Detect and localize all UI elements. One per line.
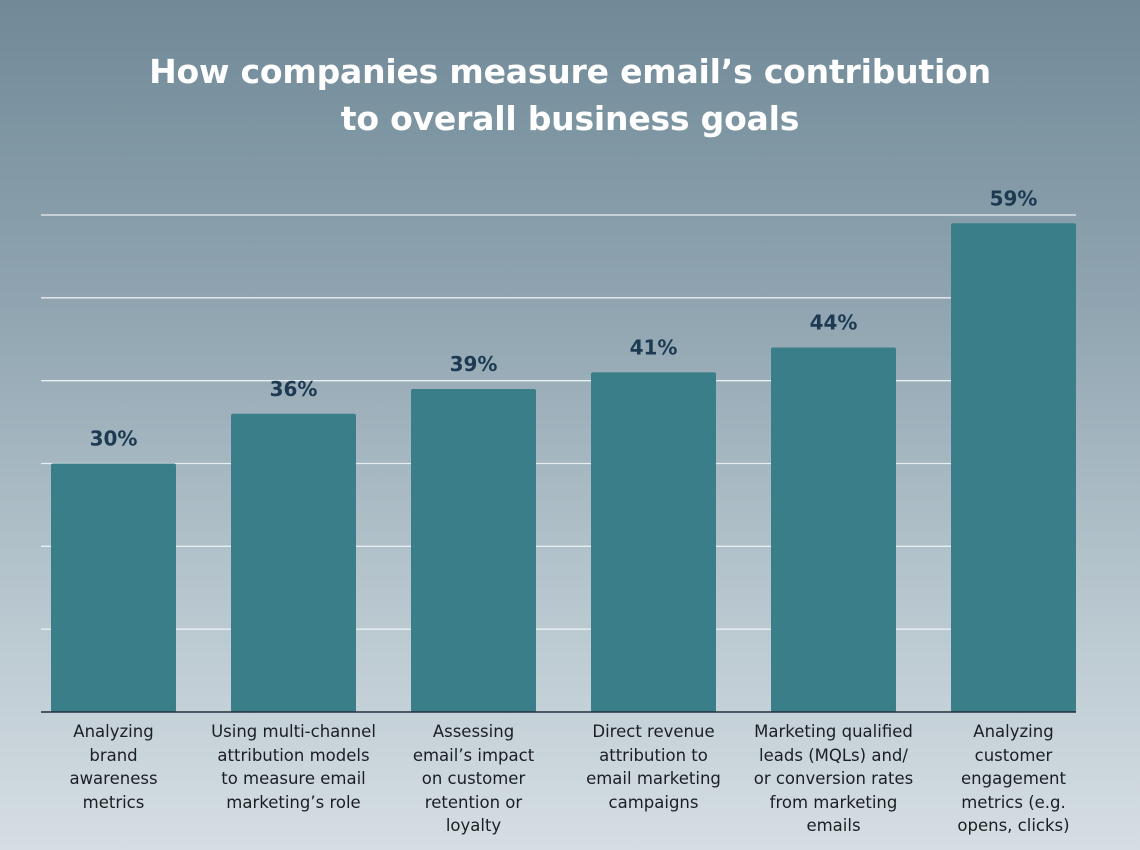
- bar-5: [951, 223, 1076, 713]
- category-label-4-line-0: Marketing qualified: [754, 722, 913, 741]
- bar-1: [231, 413, 356, 712]
- category-label-5-line-4: opens, clicks): [957, 816, 1070, 835]
- category-label-1-line-3: marketing’s role: [226, 792, 361, 812]
- category-label-5-line-2: engagement: [961, 769, 1066, 788]
- gridlines: [41, 214, 1076, 630]
- category-label-5: Analyzing customer engagement metrics (e.g.…: [926, 720, 1102, 838]
- bar-0: [51, 463, 176, 712]
- value-label-4: 44%: [810, 311, 858, 335]
- category-label-5-line-1: customer: [974, 745, 1053, 765]
- category-label-3-line-3: campaigns: [608, 792, 699, 812]
- category-label-0-line-2: awareness: [69, 769, 158, 788]
- value-label-3: 41%: [630, 335, 678, 359]
- category-label-0: Analyzing brand awareness metrics: [26, 720, 202, 814]
- category-label-5-line-3: metrics (e.g.: [961, 792, 1066, 812]
- category-label-4: Marketing qualified leads (MQLs) and/or c…: [746, 720, 922, 838]
- category-label-0-line-0: Analyzing: [73, 722, 154, 741]
- category-label-2: Assessing email’s impact on customer retent…: [386, 720, 562, 838]
- category-label-3: Direct revenue attribution to email market…: [566, 720, 742, 814]
- category-label-3-line-1: attribution to: [599, 745, 708, 765]
- bar-4: [771, 347, 896, 712]
- category-label-0-line-1: brand: [89, 745, 138, 765]
- category-label-3-line-0: Direct revenue: [592, 722, 715, 741]
- category-label-2-line-2: on customer: [421, 769, 526, 788]
- category-label-1-line-2: to measure email: [221, 769, 366, 788]
- category-label-0-line-3: metrics: [82, 792, 145, 812]
- category-label-4-line-2: or conversion rates: [753, 769, 914, 788]
- chart-title-line-1: How companies measure email’s contributi…: [149, 52, 991, 91]
- category-label-1-line-0: Using multi-channel: [211, 722, 376, 741]
- bar-2: [411, 388, 536, 712]
- value-label-5: 59%: [990, 186, 1038, 210]
- chart-title-line-2: to overall business goals: [340, 99, 800, 138]
- bars: [51, 223, 1076, 713]
- category-label-2-line-0: Assessing: [432, 722, 515, 741]
- chart-title: How companies measure email’s contributi…: [0, 48, 1140, 142]
- value-label-0: 30%: [90, 427, 138, 451]
- category-label-1-line-1: attribution models: [217, 745, 370, 765]
- category-label-4-line-1: leads (MQLs) and/: [759, 745, 908, 765]
- bar-3: [591, 372, 716, 712]
- category-label-5-line-0: Analyzing: [973, 722, 1054, 741]
- category-label-2-line-4: loyalty: [445, 816, 502, 835]
- value-label-2: 39%: [450, 352, 498, 376]
- category-label-2-line-3: retention or: [424, 792, 523, 812]
- value-label-1: 36%: [270, 377, 318, 401]
- category-label-1: Using multi-channel attribution models to …: [206, 720, 382, 814]
- category-label-3-line-2: email marketing: [586, 769, 721, 788]
- value-labels: 30% 36% 39% 41% 44% 59%: [90, 186, 1038, 450]
- category-label-4-line-4: emails: [806, 816, 861, 835]
- category-label-4-line-3: from marketing: [769, 792, 898, 812]
- category-label-2-line-1: email’s impact: [412, 745, 535, 765]
